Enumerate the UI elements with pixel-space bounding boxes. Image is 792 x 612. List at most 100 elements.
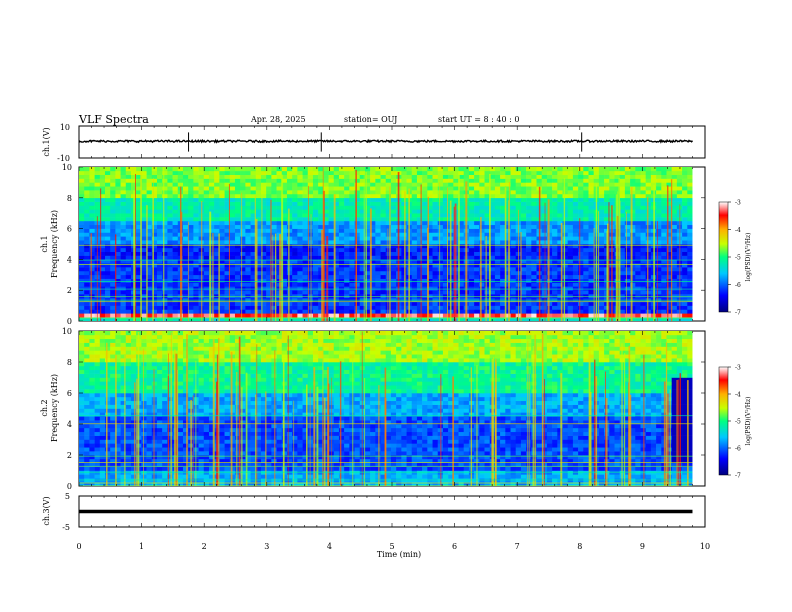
ch1-spec-cell bbox=[370, 190, 376, 195]
ch1-spec-cell bbox=[546, 259, 553, 264]
ch1-spec-cell bbox=[635, 178, 641, 183]
ch1-spec-streak bbox=[439, 182, 441, 321]
ch1-spec-cell bbox=[245, 186, 251, 191]
ch1-spec-cell bbox=[505, 267, 511, 272]
ch1-spec-cell bbox=[141, 190, 147, 195]
ch1-spec-cell bbox=[458, 174, 465, 179]
ch1-spec-cell bbox=[510, 255, 517, 260]
ch1-spec-streak bbox=[201, 201, 203, 321]
ch1-spec-cell bbox=[354, 317, 361, 321]
ch1-spec-cell bbox=[286, 170, 293, 175]
ch1-spec-cell bbox=[624, 247, 631, 252]
ch1-spec-cell bbox=[104, 240, 111, 245]
ch1-spec-cell bbox=[203, 236, 210, 241]
ch1-spec-cell bbox=[203, 274, 210, 279]
ch1-spec-cell bbox=[520, 290, 527, 295]
ch1-spec-cell bbox=[474, 278, 480, 283]
ch1-spec-cell bbox=[661, 274, 667, 279]
ch1-spec-cell bbox=[188, 278, 194, 283]
ch1-spec-cell bbox=[297, 294, 303, 299]
ch1-spec-cell bbox=[520, 213, 527, 218]
ch1-spec-cell bbox=[364, 317, 371, 321]
ch1-spec-cell bbox=[541, 267, 548, 272]
ch1-spec-cell bbox=[349, 174, 355, 179]
ch1-spec-cell bbox=[562, 209, 569, 214]
ch1-spec-cell bbox=[359, 305, 366, 310]
ch1-spec-cell bbox=[141, 201, 147, 206]
ch1-spec-cell bbox=[89, 247, 95, 252]
ch1-spec-cell bbox=[687, 217, 693, 222]
ch1-spec-cell bbox=[552, 167, 558, 172]
ch1-spec-cell bbox=[531, 270, 537, 276]
ch1-spec-cell bbox=[562, 240, 569, 245]
ch1-spec-cell bbox=[406, 167, 413, 172]
ch1-spec-cell bbox=[468, 301, 475, 306]
ch1-spec-cell bbox=[115, 182, 121, 187]
ch1-spec-cell bbox=[255, 274, 262, 279]
ch1-spec-cell bbox=[640, 267, 646, 272]
ch1-spec-cell bbox=[385, 301, 392, 306]
ch1-spec-cell bbox=[489, 274, 496, 279]
ch1-spec-cell bbox=[260, 232, 267, 237]
ch1-spec-cell bbox=[458, 270, 465, 276]
ch1-spec-cell bbox=[484, 286, 491, 291]
ch1-spec-cell bbox=[656, 186, 662, 191]
ch1-spec-cell bbox=[468, 290, 475, 295]
ch1-spec-cell bbox=[182, 190, 189, 195]
ch1-spec-cell bbox=[323, 174, 329, 179]
ch1-spec-cell bbox=[302, 170, 309, 175]
ch1-spec-cell bbox=[312, 174, 319, 179]
ch1-spec-cell bbox=[375, 182, 381, 187]
ch1-spec-cell bbox=[583, 259, 589, 264]
ch1-spec-cell bbox=[276, 197, 283, 202]
ch1-spec-cell bbox=[531, 209, 537, 214]
ch1-spec-cell bbox=[682, 313, 688, 318]
ch1-spec-cell bbox=[120, 201, 127, 206]
ch1-spec-cell bbox=[104, 259, 111, 264]
ch1-spec-cell bbox=[172, 263, 179, 268]
ch1-spec-cell bbox=[588, 213, 594, 218]
ch1-spec-cell bbox=[266, 282, 272, 287]
ch1-spec-cell bbox=[172, 170, 179, 175]
ch1-spec-cell bbox=[302, 286, 309, 291]
ch1-spec-cell bbox=[432, 255, 439, 260]
ch1-spec-cell bbox=[136, 240, 142, 245]
ch1-spec-streak bbox=[619, 200, 621, 321]
ch1-spec-cell bbox=[458, 294, 465, 299]
ch1-spec-cell bbox=[250, 236, 257, 241]
ch2-spec-cell bbox=[89, 369, 95, 374]
ch1-spec-cell bbox=[193, 193, 199, 199]
ch1-spec-cell bbox=[219, 201, 225, 206]
ch1-spec-cell bbox=[583, 178, 589, 183]
ch1-spec-cell bbox=[406, 170, 413, 175]
ch2-spec-cell bbox=[79, 331, 85, 336]
ch1-spec-cell bbox=[266, 186, 272, 191]
ch1-spec-cell bbox=[453, 174, 459, 179]
ch1-spec-cell bbox=[432, 217, 439, 222]
ch1-spec-cell bbox=[380, 178, 387, 183]
ch1-spec-cell bbox=[307, 186, 314, 191]
ch1-spec-cell bbox=[572, 251, 579, 256]
ch1-spec-cell bbox=[510, 270, 517, 276]
ch1-spec-cell bbox=[630, 232, 636, 237]
ch1-spec-cell bbox=[479, 209, 485, 214]
ch1-spec-cell bbox=[323, 263, 329, 268]
ch1-spec-cell bbox=[364, 309, 371, 314]
ch1-spec-cell bbox=[193, 240, 199, 245]
ch1-spec-cell bbox=[437, 232, 444, 237]
ch1-spec-cell bbox=[260, 286, 267, 291]
ch1-spec-cell bbox=[380, 263, 387, 268]
ch1-spec-cell bbox=[682, 267, 688, 272]
ch1-spec-cell bbox=[562, 217, 569, 222]
ch1-spec-cell bbox=[338, 170, 345, 175]
ch1-spec-cell bbox=[333, 220, 340, 226]
ch1-spec-cell bbox=[468, 186, 475, 191]
ch1-spec-cell bbox=[276, 228, 283, 233]
ch1-spec-cell bbox=[338, 270, 345, 276]
ch1-spec-cell bbox=[151, 294, 158, 299]
ch1-spec-cell bbox=[370, 220, 376, 226]
ch1-spec-cell bbox=[541, 282, 548, 287]
ch1-spec-cell bbox=[458, 193, 465, 199]
ch1-spec-cell bbox=[567, 309, 574, 314]
ch1-spec-cell bbox=[182, 167, 189, 172]
